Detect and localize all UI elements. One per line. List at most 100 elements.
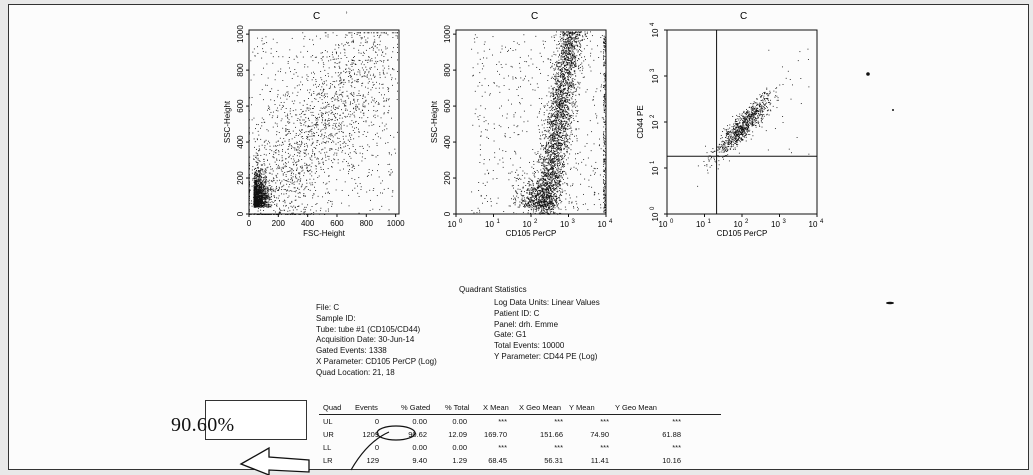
data-point [569,64,570,65]
data-point [385,143,386,144]
data-point [332,119,333,120]
data-point [355,106,356,107]
data-point [548,161,549,162]
data-point [264,202,265,203]
data-point [297,142,298,143]
data-point [346,136,347,137]
data-point [265,191,266,192]
data-point [280,138,281,139]
data-point [260,187,261,188]
data-point [323,129,324,130]
data-point [558,68,559,69]
data-point [283,164,284,165]
data-point [263,177,264,178]
data-point [249,128,250,129]
data-point [326,128,327,129]
data-point [375,46,376,47]
data-point [370,59,371,60]
data-point [270,206,271,207]
data-point [271,150,272,151]
data-point [345,37,346,38]
data-point [302,136,303,137]
data-point [361,160,362,161]
data-point [256,182,257,183]
data-point [283,205,284,206]
data-point [252,52,253,53]
data-point [302,84,303,85]
data-point [311,160,312,161]
data-point [276,175,277,176]
data-point [357,34,358,35]
data-point [306,164,307,165]
data-point [249,191,250,192]
data-point [316,127,317,128]
data-point [267,167,268,168]
data-point [374,100,375,101]
data-point [379,177,380,178]
data-point [320,77,321,78]
data-point [289,196,290,197]
data-point [263,214,264,215]
data-point [350,152,351,153]
data-point [346,71,347,72]
data-point [383,60,384,61]
data-point [563,31,564,32]
data-point [249,178,250,179]
data-point [579,34,580,35]
data-point [315,125,316,126]
data-point [328,124,329,125]
data-point [574,61,575,62]
data-point [249,140,250,141]
data-point [352,66,353,67]
data-point [363,70,364,71]
data-point [342,87,343,88]
data-point [566,122,567,123]
data-point [285,95,286,96]
data-point [387,60,388,61]
data-point [339,45,340,46]
data-point [252,119,253,120]
data-point [345,181,346,182]
data-point [558,60,559,61]
data-point [325,132,326,133]
data-point [565,73,566,74]
data-point [569,82,570,83]
data-point [304,144,305,145]
data-point [285,189,286,190]
data-point [305,187,306,188]
data-point [270,185,271,186]
data-point [366,121,367,122]
data-point [289,191,290,192]
data-point [558,155,559,156]
data-point [563,67,564,68]
data-point [343,121,344,122]
data-point [313,108,314,109]
data-point [562,171,563,172]
data-point [387,34,388,35]
data-point [576,34,577,35]
data-point [391,169,392,170]
data-point [350,69,351,70]
data-point [271,194,272,195]
x-tick-label: 0 [247,219,252,228]
data-point [360,74,361,75]
data-point [329,123,330,124]
data-point [254,138,255,139]
data-point [276,188,277,189]
data-point [351,94,352,95]
data-point [291,201,292,202]
data-point [271,180,272,181]
data-point [296,56,297,57]
data-point [565,81,566,82]
data-point [261,187,262,188]
data-point [341,129,342,130]
data-point [268,191,269,192]
data-point [548,158,549,159]
data-point [369,169,370,170]
data-point [553,212,554,213]
data-point [313,91,314,92]
data-point [359,132,360,133]
data-point [314,147,315,148]
data-point [313,212,314,213]
data-point [321,134,322,135]
